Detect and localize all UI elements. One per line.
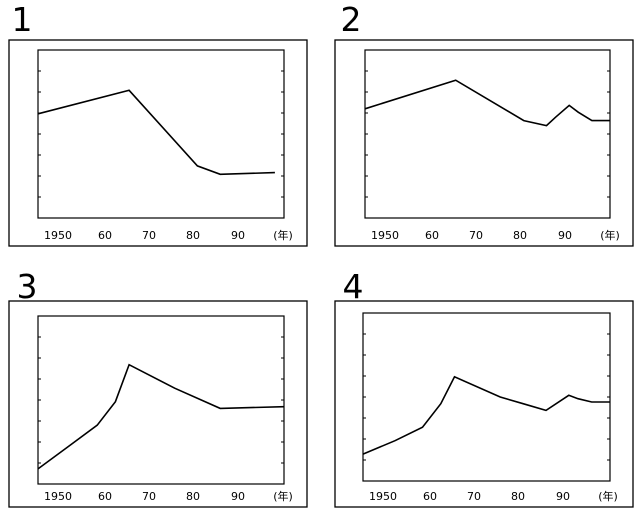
panel-outer-frame: [8, 39, 308, 247]
x-tick-label: (年): [600, 228, 620, 242]
x-tick-label: 70: [469, 229, 483, 242]
x-tick-label: 80: [513, 229, 527, 242]
x-tick-label: 1950: [371, 229, 399, 242]
plot-area-frame: [37, 315, 285, 485]
chart-panel-4: 4 1950 60 70 80 90 (年): [334, 267, 634, 508]
x-tick-label: 90: [231, 229, 245, 242]
panel-number-label: 4: [343, 267, 364, 306]
x-tick-label: 80: [511, 490, 525, 503]
x-tick-label: 60: [98, 490, 112, 503]
x-tick-label: 1950: [44, 490, 72, 503]
x-tick-label: 80: [186, 490, 200, 503]
panel-number-label: 3: [17, 267, 38, 306]
x-tick-label: 60: [425, 229, 439, 242]
chart-panel-3: 3 1950 60 70 80 90 (年): [8, 267, 308, 508]
series-line: [364, 79, 610, 127]
plot-area-frame: [37, 49, 285, 219]
panel-number-label: 2: [341, 0, 362, 39]
x-tick-label: 60: [423, 490, 437, 503]
x-tick-label: 90: [556, 490, 570, 503]
x-tick-label: 80: [186, 229, 200, 242]
panel-outer-frame: [334, 39, 634, 247]
panel-number-label: 1: [12, 0, 33, 39]
series-line: [37, 89, 275, 176]
panel-outer-frame: [334, 300, 634, 508]
x-tick-label: 90: [231, 490, 245, 503]
chart-panel-2: 2 1950 60 70 80 90 (年): [334, 0, 634, 247]
x-tick-label: (年): [273, 228, 293, 242]
series-line: [362, 375, 610, 455]
x-tick-label: 70: [467, 490, 481, 503]
x-tick-label: 70: [142, 229, 156, 242]
chart-panel-1: 1 1950 60 70 80 90 (年): [8, 0, 308, 247]
panel-outer-frame: [8, 300, 308, 508]
x-tick-label: 70: [142, 490, 156, 503]
x-tick-label: 1950: [44, 229, 72, 242]
plot-area-frame: [364, 49, 611, 219]
x-tick-label: 90: [558, 229, 572, 242]
series-line: [37, 363, 285, 470]
x-tick-label: 1950: [369, 490, 397, 503]
x-tick-label: (年): [273, 489, 293, 503]
x-tick-label: 60: [98, 229, 112, 242]
x-tick-label: (年): [598, 489, 618, 503]
